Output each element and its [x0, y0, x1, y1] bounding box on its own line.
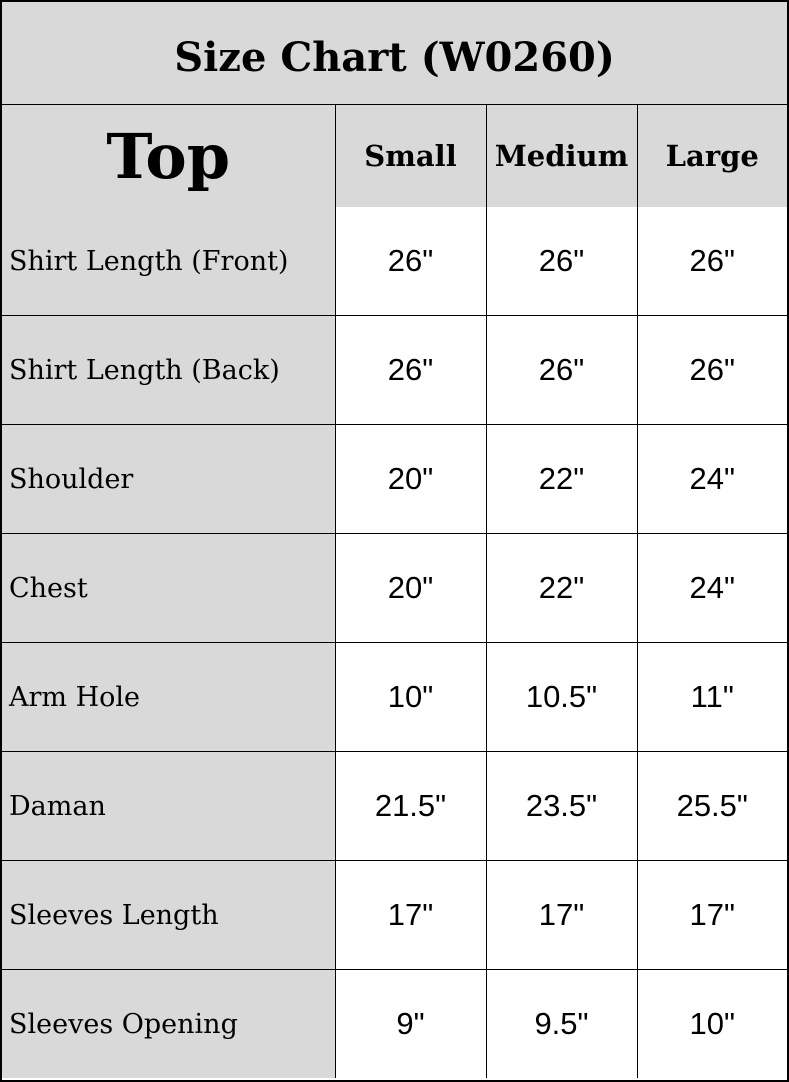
value-large: 11" [636, 642, 787, 752]
value-small: 10" [334, 642, 487, 752]
size-header-medium: Medium [485, 105, 638, 207]
value-medium: 9.5" [485, 969, 638, 1078]
value-large: 17" [636, 860, 787, 970]
table-row: Daman 21.5" 23.5" 25.5" [2, 751, 787, 861]
size-header-large: Large [636, 105, 787, 207]
value-large: 26" [636, 207, 787, 316]
value-small: 21.5" [334, 751, 487, 861]
table-row: Chest 20" 22" 24" [2, 533, 787, 643]
table-row: Arm Hole 10" 10.5" 11" [2, 642, 787, 752]
table-row: Shoulder 20" 22" 24" [2, 424, 787, 534]
chart-title: Size Chart (W0260) [2, 2, 787, 105]
size-header-small: Small [334, 105, 487, 207]
table-row: Sleeves Opening 9" 9.5" 10" [2, 969, 787, 1078]
value-medium: 23.5" [485, 751, 638, 861]
header-row: Top Small Medium Large [2, 105, 787, 207]
measurement-label: Shirt Length (Back) [2, 315, 336, 425]
value-small: 20" [334, 533, 487, 643]
measurement-label: Sleeves Length [2, 860, 336, 970]
measurement-label: Sleeves Opening [2, 969, 336, 1078]
measurement-label: Chest [2, 533, 336, 643]
table-row: Shirt Length (Front) 26" 26" 26" [2, 207, 787, 316]
measurement-label: Shoulder [2, 424, 336, 534]
measurement-label: Arm Hole [2, 642, 336, 752]
value-large: 10" [636, 969, 787, 1078]
section-heading: Top [2, 105, 336, 207]
value-small: 26" [334, 207, 487, 316]
value-small: 26" [334, 315, 487, 425]
value-medium: 17" [485, 860, 638, 970]
value-small: 20" [334, 424, 487, 534]
value-small: 9" [334, 969, 487, 1078]
value-medium: 22" [485, 533, 638, 643]
value-medium: 22" [485, 424, 638, 534]
table-row: Sleeves Length 17" 17" 17" [2, 860, 787, 970]
value-medium: 26" [485, 207, 638, 316]
measurement-label: Daman [2, 751, 336, 861]
value-medium: 10.5" [485, 642, 638, 752]
value-small: 17" [334, 860, 487, 970]
value-medium: 26" [485, 315, 638, 425]
size-table: Top Small Medium Large Shirt Length (Fro… [2, 105, 787, 1078]
value-large: 26" [636, 315, 787, 425]
value-large: 25.5" [636, 751, 787, 861]
measurement-label: Shirt Length (Front) [2, 207, 336, 316]
value-large: 24" [636, 424, 787, 534]
value-large: 24" [636, 533, 787, 643]
table-row: Shirt Length (Back) 26" 26" 26" [2, 315, 787, 425]
